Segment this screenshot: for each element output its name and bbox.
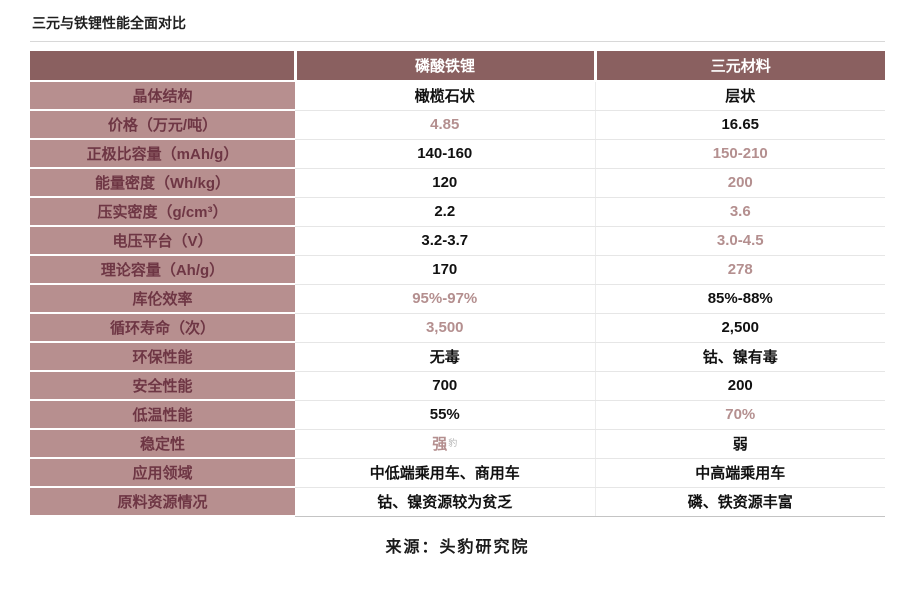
lfp-value-cell: 120: [295, 168, 595, 198]
ternary-value-cell: 3.6: [594, 197, 885, 227]
lfp-value-cell: 3,500: [295, 313, 595, 343]
table-row: 循环寿命（次） 3,500 2,500: [30, 313, 885, 343]
lfp-value-cell: 55%: [295, 400, 595, 430]
lfp-value-cell: 钴、镍资源较为贫乏: [295, 487, 595, 517]
table-row: 环保性能 无毒 钴、镍有毒: [30, 342, 885, 372]
table-row: 应用领域 中低端乘用车、商用车 中高端乘用车: [30, 458, 885, 488]
ternary-value-cell: 16.65: [594, 110, 885, 140]
ternary-value-cell: 278: [594, 255, 885, 285]
ternary-value-cell: 150-210: [594, 139, 885, 169]
header-lfp-cell: 磷酸铁锂: [293, 51, 595, 82]
ternary-value-cell: 中高端乘用车: [594, 458, 885, 488]
lfp-value-cell: 700: [295, 371, 595, 401]
row-label: 稳定性: [30, 429, 295, 459]
row-label: 理论容量（Ah/g）: [30, 255, 295, 285]
ternary-value-cell: 3.0-4.5: [594, 226, 885, 256]
row-label: 库伦效率: [30, 284, 295, 314]
ternary-value-cell: 85%-88%: [594, 284, 885, 314]
table-row: 正极比容量（mAh/g） 140-160 150-210: [30, 139, 885, 169]
table-row: 晶体结构 橄榄石状 层状: [30, 81, 885, 111]
row-label: 低温性能: [30, 400, 295, 430]
lfp-value-cell: 中低端乘用车、商用车: [295, 458, 595, 488]
row-label: 应用领域: [30, 458, 295, 488]
row-label: 正极比容量（mAh/g）: [30, 139, 295, 169]
lfp-value-cell: 140-160: [295, 139, 595, 169]
source-note: 来源：头豹研究院: [385, 539, 530, 556]
table-row: 安全性能 700 200: [30, 371, 885, 401]
lfp-value-cell: 3.2-3.7: [295, 226, 595, 256]
table-row: 压实密度（g/cm³） 2.2 3.6: [30, 197, 885, 227]
row-label: 能量密度（Wh/kg）: [30, 168, 295, 198]
row-label: 价格（万元/吨）: [30, 110, 295, 140]
lfp-value-cell: 2.2: [295, 197, 595, 227]
table-body: 晶体结构 橄榄石状 层状 价格（万元/吨） 4.85 16.65 正极比容量（m…: [30, 81, 885, 517]
page-title: 三元与铁锂性能全面对比: [30, 8, 885, 42]
lfp-value-cell: 无毒: [295, 342, 595, 372]
title-text: 三元与铁锂性能全面对比: [32, 15, 186, 31]
row-label: 晶体结构: [30, 81, 295, 111]
ternary-value-cell: 磷、铁资源丰富: [594, 487, 885, 517]
row-label: 压实密度（g/cm³）: [30, 197, 295, 227]
lfp-value-cell: 95%-97%: [295, 284, 595, 314]
row-label: 安全性能: [30, 371, 295, 401]
comparison-table: 磷酸铁锂 三元材料 晶体结构 橄榄石状 层状 价格（万元/吨） 4.85 16.…: [30, 51, 885, 517]
header-ternary-cell: 三元材料: [593, 51, 885, 82]
table-row: 库伦效率 95%-97% 85%-88%: [30, 284, 885, 314]
row-label: 电压平台（V）: [30, 226, 295, 256]
table-row: 电压平台（V） 3.2-3.7 3.0-4.5: [30, 226, 885, 256]
lfp-value-cell: 橄榄石状: [295, 81, 595, 111]
table-row: 价格（万元/吨） 4.85 16.65: [30, 110, 885, 140]
lfp-value-cell: 强豹: [295, 429, 595, 459]
table-row: 理论容量（Ah/g） 170 278: [30, 255, 885, 285]
lfp-value-cell: 4.85: [295, 110, 595, 140]
header-blank-cell: [30, 51, 295, 82]
watermark-text: 豹: [448, 438, 458, 448]
ternary-value-cell: 钴、镍有毒: [594, 342, 885, 372]
ternary-value-cell: 弱: [594, 429, 885, 459]
ternary-value-cell: 2,500: [594, 313, 885, 343]
table-row: 稳定性 强豹 弱: [30, 429, 885, 459]
report-page: 三元与铁锂性能全面对比 磷酸铁锂 三元材料 晶体结构 橄榄石状 层状 价格（万元…: [30, 8, 885, 556]
ternary-value-cell: 200: [594, 371, 885, 401]
table-row: 原料资源情况 钴、镍资源较为贫乏 磷、铁资源丰富: [30, 487, 885, 517]
ternary-value-cell: 70%: [594, 400, 885, 430]
row-label: 循环寿命（次）: [30, 313, 295, 343]
lfp-value-cell: 170: [295, 255, 595, 285]
row-label: 原料资源情况: [30, 487, 295, 517]
table-row: 能量密度（Wh/kg） 120 200: [30, 168, 885, 198]
table-row: 低温性能 55% 70%: [30, 400, 885, 430]
ternary-value-cell: 层状: [594, 81, 885, 111]
row-label: 环保性能: [30, 342, 295, 372]
ternary-value-cell: 200: [594, 168, 885, 198]
header-row: 磷酸铁锂 三元材料: [30, 51, 885, 82]
